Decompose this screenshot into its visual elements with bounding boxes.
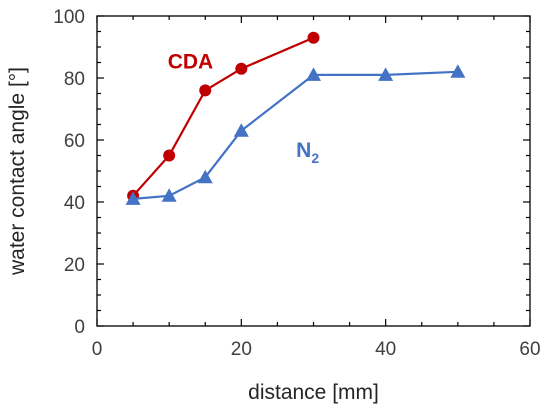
data-point (378, 67, 394, 81)
y-tick-label: 0 (74, 317, 85, 338)
y-tick-label: 20 (64, 255, 85, 276)
y-tick-label: 60 (64, 131, 85, 152)
plot-frame (96, 15, 531, 327)
series-label-n2-text: N (296, 139, 311, 162)
data-point (197, 169, 213, 184)
data-point (235, 62, 248, 75)
y-tick-label: 100 (53, 7, 85, 28)
series-label-cda: CDA (168, 51, 214, 74)
data-point (306, 67, 321, 81)
series-label-cda-text: CDA (168, 51, 214, 74)
x-tick-label: 20 (231, 339, 252, 360)
y-tick-label: 40 (64, 193, 85, 214)
data-point (233, 123, 249, 137)
series-label-n2: N2 (296, 139, 319, 166)
x-axis-label: distance [mm] (248, 381, 379, 404)
y-axis-label: water contact angle [°] (6, 67, 29, 276)
tick-labels: 0 20 40 60 0 20 40 60 80 100 (53, 7, 540, 360)
data-point (450, 64, 466, 78)
x-tick-label: 60 (519, 339, 540, 360)
series-label-n2-subscript: 2 (311, 150, 319, 166)
x-tick-label: 40 (375, 339, 396, 360)
data-point (163, 149, 176, 162)
y-tick-label: 80 (64, 69, 85, 90)
data-point (125, 191, 141, 205)
axis-ticks (96, 15, 531, 327)
series-line (132, 36, 314, 197)
x-tick-label: 0 (92, 339, 103, 360)
data-point (161, 188, 177, 202)
data-point (307, 31, 320, 44)
series-n2 (125, 64, 466, 205)
series-cda (127, 31, 320, 202)
series-line (132, 70, 458, 200)
series-layer (125, 31, 466, 205)
data-point (199, 84, 212, 97)
